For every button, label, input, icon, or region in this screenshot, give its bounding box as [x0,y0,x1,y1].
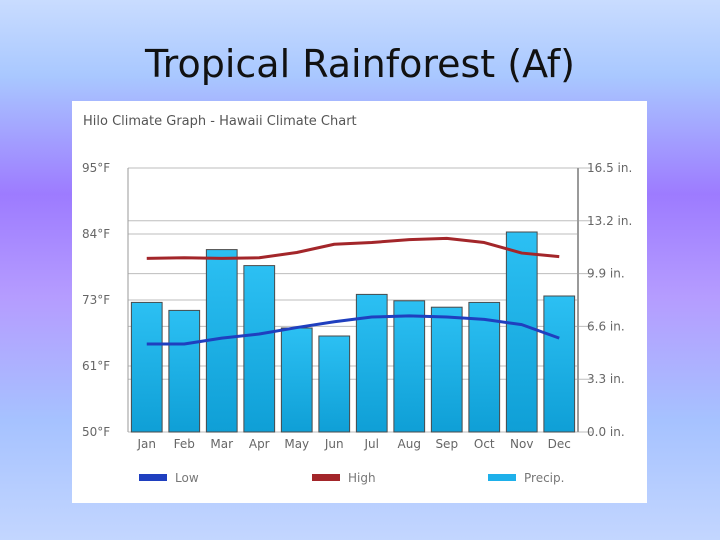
chart-panel: Hilo Climate Graph - Hawaii Climate Char… [72,101,647,503]
x-tick-label: Feb [174,437,195,451]
chart-title: Hilo Climate Graph - Hawaii Climate Char… [83,114,357,129]
legend-label: High [348,471,376,485]
slide-title: Tropical Rainforest (Af) [145,42,575,86]
x-tick-label: Jul [364,437,379,451]
x-tick-label: Nov [510,437,533,451]
legend-swatch-precip [488,474,516,481]
legend-label: Precip. [524,471,564,485]
x-tick-label: Mar [210,437,233,451]
legend-swatch-low [139,474,167,481]
y-left-tick-label: 95°F [82,161,110,175]
x-tick-label: Oct [474,437,495,451]
precip-bar-feb [168,309,201,433]
x-tick-label: Sep [435,437,458,451]
x-tick-label: May [284,437,309,451]
x-tick-label: Jan [137,437,157,451]
y-right-tick-label: 16.5 in. [587,161,632,175]
y-right-tick-label: 13.2 in. [587,214,632,228]
precip-bar-apr [243,265,276,433]
y-left-tick-label: 50°F [82,425,110,439]
legend-swatch-high [312,474,340,481]
y-right-tick-label: 0.0 in. [587,425,625,439]
precip-bar-oct [468,301,501,433]
precip-bar-aug [393,300,426,433]
y-right-tick-label: 3.3 in. [587,372,625,386]
precip-bar-may [280,327,313,433]
precip-bar-nov [505,231,538,433]
precip-bar-dec [543,295,576,433]
x-tick-label: Dec [548,437,571,451]
y-right-tick-label: 6.6 in. [587,319,625,333]
y-left-tick-label: 73°F [82,293,110,307]
y-left-tick-label: 61°F [82,359,110,373]
y-left-tick-label: 84°F [82,227,110,241]
precip-bar-jul [355,293,388,433]
precip-bar-sep [430,306,463,433]
x-tick-label: Apr [249,437,270,451]
precip-bar-jun [318,335,351,433]
legend-label: Low [175,471,199,485]
precip-bar-jan [130,301,163,433]
low-temp-line [146,314,560,346]
y-right-tick-label: 9.9 in. [587,267,625,281]
x-tick-label: Aug [398,437,421,451]
climate-chart: Hilo Climate Graph - Hawaii Climate Char… [82,114,632,485]
x-tick-label: Jun [324,437,344,451]
high-temp-line [146,236,560,260]
